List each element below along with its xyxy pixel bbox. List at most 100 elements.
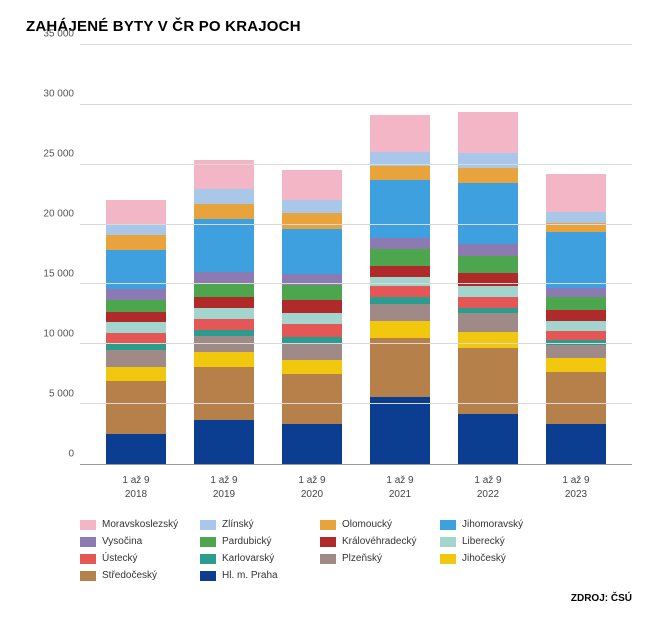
x-tick-label: 1 až 92020: [282, 468, 342, 501]
legend-item-plzensky: Plzeňský: [320, 553, 420, 564]
bar-segment-liberecky: [370, 277, 430, 287]
legend-item-vysocina: Vysočina: [80, 536, 180, 547]
y-tick-label: 25 000: [43, 149, 74, 160]
legend-item-jihomoravsky: Jihomoravský: [440, 519, 540, 530]
legend-item-liberecky: Liberecký: [440, 536, 540, 547]
bar-segment-moravskoslezsky: [546, 174, 606, 212]
bar-segment-ustecky: [282, 324, 342, 337]
bar-segment-kralovehradecky: [546, 310, 606, 321]
gridline: [80, 164, 632, 165]
bar-segment-pardubicky: [106, 300, 166, 312]
y-tick-label: 35 000: [43, 29, 74, 40]
bar-segment-moravskoslezsky: [282, 170, 342, 200]
bar-segment-vysocina: [106, 289, 166, 300]
bar-segment-ustecky: [194, 319, 254, 330]
gridline: [80, 343, 632, 344]
bar-segment-stredocesky: [106, 381, 166, 434]
bar-segment-olomoucky: [282, 213, 342, 229]
bar-segment-olomoucky: [106, 235, 166, 251]
legend-swatch: [440, 520, 456, 530]
y-tick-label: 0: [68, 449, 74, 460]
legend-item-pardubicky: Pardubický: [200, 536, 300, 547]
bar-segment-praha: [194, 420, 254, 464]
legend-label: Karlovarský: [222, 553, 274, 564]
x-tick-label: 1 až 92021: [370, 468, 430, 501]
bar-segment-stredocesky: [194, 367, 254, 420]
legend-item-karlovarsky: Karlovarský: [200, 553, 300, 564]
legend-swatch: [440, 554, 456, 564]
legend-swatch: [80, 537, 96, 547]
bar-segment-pardubicky: [370, 249, 430, 266]
bar-segment-zlinsky: [282, 200, 342, 213]
legend-swatch: [80, 520, 96, 530]
legend-item-zlinsky: Zlínský: [200, 519, 300, 530]
bar-segment-vysocina: [370, 238, 430, 249]
y-axis: 05 00010 00015 00020 00025 00030 00035 0…: [32, 45, 80, 465]
bar-segment-liberecky: [458, 286, 518, 297]
bar-segment-vysocina: [546, 288, 606, 298]
legend-label: Středočeský: [102, 570, 157, 581]
y-tick-label: 5 000: [49, 389, 74, 400]
bar-segment-zlinsky: [194, 189, 254, 203]
bar-segment-praha: [370, 397, 430, 464]
legend-swatch: [200, 554, 216, 564]
x-axis-labels: 1 až 92018 1 až 92019 1 až 92020 1 až 92021…: [80, 468, 632, 501]
bar-segment-praha: [458, 414, 518, 464]
x-tick-label: 1 až 92022: [458, 468, 518, 501]
source-label: ZDROJ: ČSÚ: [571, 593, 632, 604]
bar-segment-pardubicky: [194, 283, 254, 297]
legend-item-olomoucky: Olomoucký: [320, 519, 420, 530]
bar-segment-stredocesky: [282, 374, 342, 424]
bar-segment-kralovehradecky: [194, 297, 254, 308]
bar-segment-jihocesky: [106, 367, 166, 381]
legend-label: Liberecký: [462, 536, 505, 547]
y-tick-label: 10 000: [43, 329, 74, 340]
legend-label: Pardubický: [222, 536, 271, 547]
legend-label: Zlínský: [222, 519, 254, 530]
gridline: [80, 283, 632, 284]
legend-swatch: [200, 571, 216, 581]
x-tick-label: 1 až 92019: [194, 468, 254, 501]
legend-label: Hl. m. Praha: [222, 570, 278, 581]
gridline: [80, 44, 632, 45]
bar-segment-ustecky: [370, 286, 430, 297]
bar-segment-karlovarsky: [370, 297, 430, 304]
legend-swatch: [320, 537, 336, 547]
bar-segment-praha: [546, 424, 606, 464]
chart-title: ZAHÁJENÉ BYTY V ČR PO KRAJOCH: [26, 18, 632, 35]
bar-segment-vysocina: [458, 244, 518, 256]
legend-label: Olomoucký: [342, 519, 392, 530]
bar-segment-zlinsky: [458, 153, 518, 167]
legend-label: Moravskoslezský: [102, 519, 178, 530]
legend-item-moravskoslezsky: Moravskoslezský: [80, 519, 180, 530]
legend-item-stredocesky: Středočeský: [80, 570, 180, 581]
bar-segment-kralovehradecky: [106, 312, 166, 323]
bar-segment-moravskoslezsky: [370, 115, 430, 152]
legend-swatch: [320, 554, 336, 564]
x-tick-label: 1 až 92018: [106, 468, 166, 501]
legend-label: Jihočeský: [462, 553, 506, 564]
bar-segment-jihomoravsky: [282, 229, 342, 275]
legend-item-ustecky: Ústecký: [80, 553, 180, 564]
bar-segment-jihomoravsky: [194, 219, 254, 272]
bar-segment-zlinsky: [546, 212, 606, 223]
legend-label: Plzeňský: [342, 553, 382, 564]
legend-label: Vysočina: [102, 536, 142, 547]
legend-swatch: [200, 537, 216, 547]
x-tick-label: 1 až 92023: [546, 468, 606, 501]
bar-segment-jihocesky: [282, 360, 342, 374]
legend: Moravskoslezský Zlínský Olomoucký Jihomorav…: [80, 519, 620, 581]
bar-segment-stredocesky: [546, 372, 606, 425]
bar-segment-plzensky: [546, 345, 606, 358]
bar-segment-jihomoravsky: [546, 232, 606, 287]
legend-label: Královéhradecký: [342, 536, 416, 547]
bar-segment-jihomoravsky: [458, 183, 518, 244]
bar-segment-kralovehradecky: [282, 300, 342, 313]
bar-segment-moravskoslezsky: [106, 200, 166, 224]
bar: [282, 170, 342, 464]
bar: [106, 200, 166, 464]
bar-segment-jihocesky: [194, 352, 254, 366]
bar-segment-ustecky: [546, 331, 606, 341]
bar-segment-praha: [106, 434, 166, 464]
legend-swatch: [200, 520, 216, 530]
